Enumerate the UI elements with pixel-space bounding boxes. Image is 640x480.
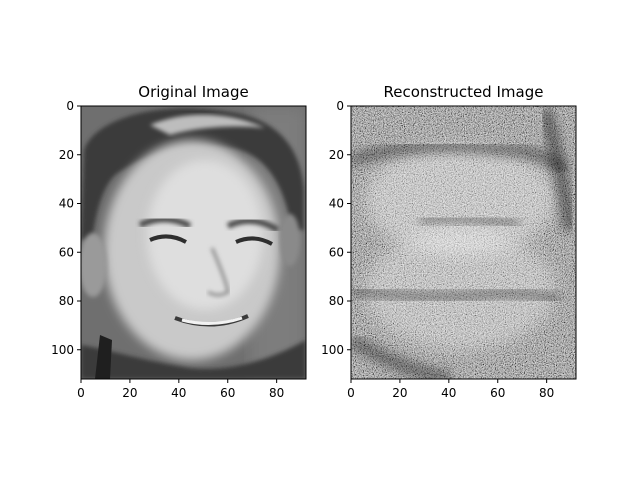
x-tick-label: 80	[269, 386, 284, 400]
x-tick-label: 0	[347, 386, 355, 400]
x-tick-label: 60	[490, 386, 505, 400]
y-tick-label: 80	[329, 294, 344, 308]
x-tick-label: 60	[220, 386, 235, 400]
y-tick-label: 80	[59, 294, 74, 308]
original-image	[81, 106, 306, 379]
x-tick-label: 20	[392, 386, 407, 400]
original-y-ticks: 0 20 40 60 80 100	[51, 99, 81, 357]
original-image-title: Original Image	[138, 83, 248, 101]
y-tick-label: 60	[59, 245, 74, 259]
y-tick-label: 0	[66, 99, 74, 113]
y-tick-label: 20	[59, 148, 74, 162]
y-tick-label: 20	[329, 148, 344, 162]
x-tick-label: 80	[539, 386, 554, 400]
y-tick-label: 0	[336, 99, 344, 113]
original-image-frame	[80, 105, 307, 380]
reconstructed-x-ticks: 0 20 40 60 80	[347, 379, 554, 400]
reconstructed-image	[351, 106, 576, 379]
reconstructed-image-panel: Reconstructed Image 0 20 40 60 80 0 20 40 60 80 1…	[321, 83, 577, 400]
y-tick-label: 40	[59, 197, 74, 211]
original-image-panel: Original Image	[51, 83, 307, 400]
y-tick-label: 40	[329, 197, 344, 211]
x-tick-label: 40	[441, 386, 456, 400]
y-tick-label: 100	[321, 343, 344, 357]
reconstructed-y-ticks: 0 20 40 60 80 100	[321, 99, 351, 357]
reconstructed-image-title: Reconstructed Image	[384, 83, 544, 101]
x-tick-label: 20	[122, 386, 137, 400]
reconstructed-image-frame	[350, 105, 577, 380]
y-tick-label: 100	[51, 343, 74, 357]
y-tick-label: 60	[329, 245, 344, 259]
x-tick-label: 40	[171, 386, 186, 400]
x-tick-label: 0	[77, 386, 85, 400]
original-x-ticks: 0 20 40 60 80	[77, 379, 284, 400]
